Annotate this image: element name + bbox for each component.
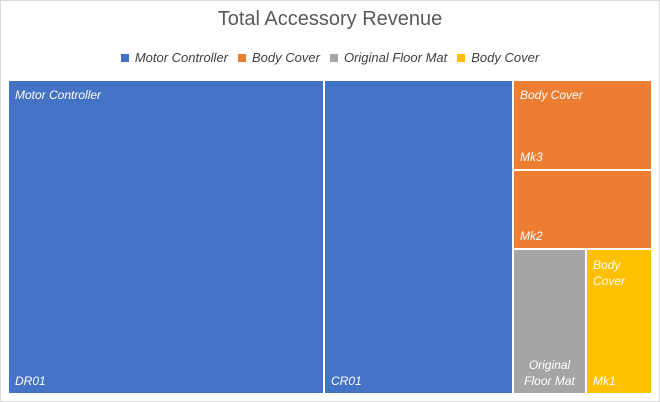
- treemap-tile: Mk2: [514, 171, 651, 248]
- chart-title: Total Accessory Revenue: [217, 8, 443, 30]
- tile-category-label: CR01: [331, 374, 362, 388]
- legend-item: Original Floor Mat: [329, 50, 448, 65]
- tile-group-label: Original Floor Mat: [524, 358, 575, 388]
- tile-category-label: Mk3: [520, 150, 543, 164]
- tile-group-label: Body Cover: [520, 88, 583, 102]
- legend-swatch: [238, 53, 247, 62]
- legend-label: Body Cover: [252, 50, 320, 65]
- tile-group-label: Motor Controller: [15, 88, 102, 102]
- treemap-tile: Original Floor Mat: [514, 250, 585, 393]
- legend-label: Original Floor Mat: [343, 50, 448, 65]
- legend-label: Motor Controller: [134, 50, 229, 65]
- treemap-tile: Body Cover Mk1: [587, 250, 651, 393]
- legend-swatch: [329, 53, 338, 62]
- tile-group-label: Body Cover: [593, 258, 626, 288]
- legend-item: Motor Controller: [120, 50, 229, 65]
- legend-swatch: [457, 53, 466, 62]
- tile-category-label: Mk1: [593, 374, 616, 388]
- legend: Motor Controller Body Cover Original Flo…: [0, 50, 660, 65]
- tile-category-label: DR01: [15, 374, 46, 388]
- legend-item: Body Cover: [238, 50, 320, 65]
- legend-label: Body Cover: [471, 50, 540, 65]
- treemap-tile: CR01: [325, 81, 512, 393]
- legend-item: Body Cover: [457, 50, 539, 65]
- tile-category-label: Mk2: [520, 229, 543, 243]
- treemap-tile: Body Cover Mk3: [514, 81, 651, 169]
- treemap-tile: Motor Controller DR01: [9, 81, 323, 393]
- legend-swatch: [120, 53, 129, 62]
